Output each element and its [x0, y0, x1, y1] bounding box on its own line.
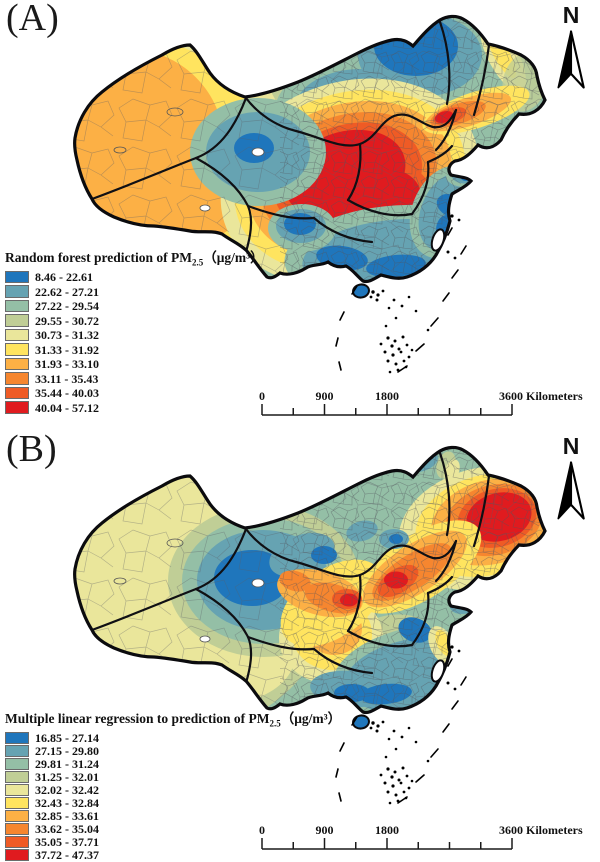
legend-swatch — [5, 796, 29, 810]
legend-swatch — [5, 299, 29, 313]
legend-item: 32.43 - 32.84 — [5, 796, 395, 810]
legend-swatch — [5, 401, 29, 414]
scalebar-tick-0: 0 — [259, 823, 265, 837]
scalebar-tick-1800: 1800 — [375, 389, 399, 403]
scalebar-tick-3600: 3600 Kilometers — [499, 389, 583, 403]
north-label: N — [562, 433, 580, 459]
panel-b-label: (B) — [6, 428, 57, 470]
panel-b: (B) N Multiple linear regression to pred… — [0, 428, 600, 862]
scalebar-a: 0 900 1800 3600 Kilometers — [259, 389, 583, 416]
legend-item: 31.93 - 33.10 — [5, 357, 395, 371]
scalebar-b: 0 900 1800 3600 Kilometers — [259, 823, 583, 850]
province-borders — [90, 20, 491, 254]
legend-item: 16.85 - 27.14 — [5, 731, 395, 745]
scalebar-tick-900: 900 — [316, 389, 334, 403]
map-china-panel-b — [73, 445, 547, 805]
legend-item: 32.85 - 33.61 — [5, 809, 395, 823]
legend-swatch — [5, 822, 29, 836]
north-label: N — [562, 2, 580, 28]
legend-swatch — [5, 372, 29, 385]
scalebar-tick-1800: 1800 — [375, 823, 399, 837]
legend-swatch — [5, 285, 29, 298]
north-arrow-b: N — [548, 435, 594, 527]
legend-item: 37.72 - 47.37 — [5, 848, 395, 862]
legend-swatch — [5, 328, 29, 342]
province-borders — [90, 451, 491, 685]
map-china-panel-a — [73, 14, 547, 374]
legend-item: 29.55 - 30.72 — [5, 314, 395, 327]
scalebar-tick-3600: 3600 Kilometers — [499, 823, 583, 837]
legend-item: 35.44 - 40.03 — [5, 386, 395, 400]
legend-item: 33.62 - 35.04 — [5, 822, 395, 836]
legend-item: 27.15 - 29.80 — [5, 744, 395, 758]
legend-item: 29.81 - 31.24 — [5, 757, 395, 771]
legend-item: 35.05 - 37.71 — [5, 835, 395, 849]
legend-swatch — [5, 757, 29, 771]
legend-swatch — [5, 770, 29, 784]
legend-item: 40.04 - 57.12 — [5, 401, 395, 414]
legend-swatch — [5, 386, 29, 400]
taiwan-island — [430, 659, 446, 683]
north-arrow-a: N — [548, 4, 594, 96]
north-arrow-icon — [557, 30, 585, 89]
legend-a: Random forest prediction of PM2.5（μg/m³）… — [5, 246, 395, 417]
legend-b-title: Multiple linear regression to prediction… — [5, 711, 342, 729]
panel-a: (A) N Random forest prediction of PM2.5（… — [5, 0, 594, 417]
north-arrow-icon — [557, 461, 585, 520]
legend-swatch — [5, 783, 29, 797]
nine-dash-line — [335, 227, 467, 373]
legend-item: 31.25 - 32.01 — [5, 770, 395, 784]
south-china-sea-islands — [369, 214, 461, 374]
legend-item: 27.22 - 29.54 — [5, 299, 395, 313]
legend-swatch — [5, 357, 29, 371]
legend-item: 32.02 - 32.42 — [5, 783, 395, 797]
legend-swatch — [5, 809, 29, 823]
legend-item: 22.62 - 27.21 — [5, 285, 395, 298]
legend-item: 33.11 - 35.43 — [5, 372, 395, 385]
scalebar-tick-0: 0 — [259, 389, 265, 403]
legend-swatch — [5, 835, 29, 849]
legend-a-title: Random forest prediction of PM2.5（μg/m³） — [5, 250, 264, 268]
legend-b: Multiple linear regression to prediction… — [5, 707, 395, 862]
legend-swatch — [5, 744, 29, 758]
lakes — [113, 107, 265, 212]
nine-dash-line — [335, 658, 467, 804]
panel-a-label: (A) — [6, 0, 59, 39]
taiwan-island — [430, 228, 446, 252]
legend-item: 8.46 - 22.61 — [5, 270, 395, 284]
legend-item: 31.33 - 31.92 — [5, 343, 395, 356]
legend-swatch — [5, 731, 29, 745]
legend-swatch — [5, 343, 29, 356]
scalebar-tick-900: 900 — [316, 823, 334, 837]
legend-swatch — [5, 848, 29, 862]
legend-swatch — [5, 314, 29, 327]
legend-swatch — [5, 270, 29, 284]
lakes — [113, 538, 265, 643]
south-china-sea-islands — [369, 645, 461, 805]
legend-item: 30.73 - 31.32 — [5, 328, 395, 342]
